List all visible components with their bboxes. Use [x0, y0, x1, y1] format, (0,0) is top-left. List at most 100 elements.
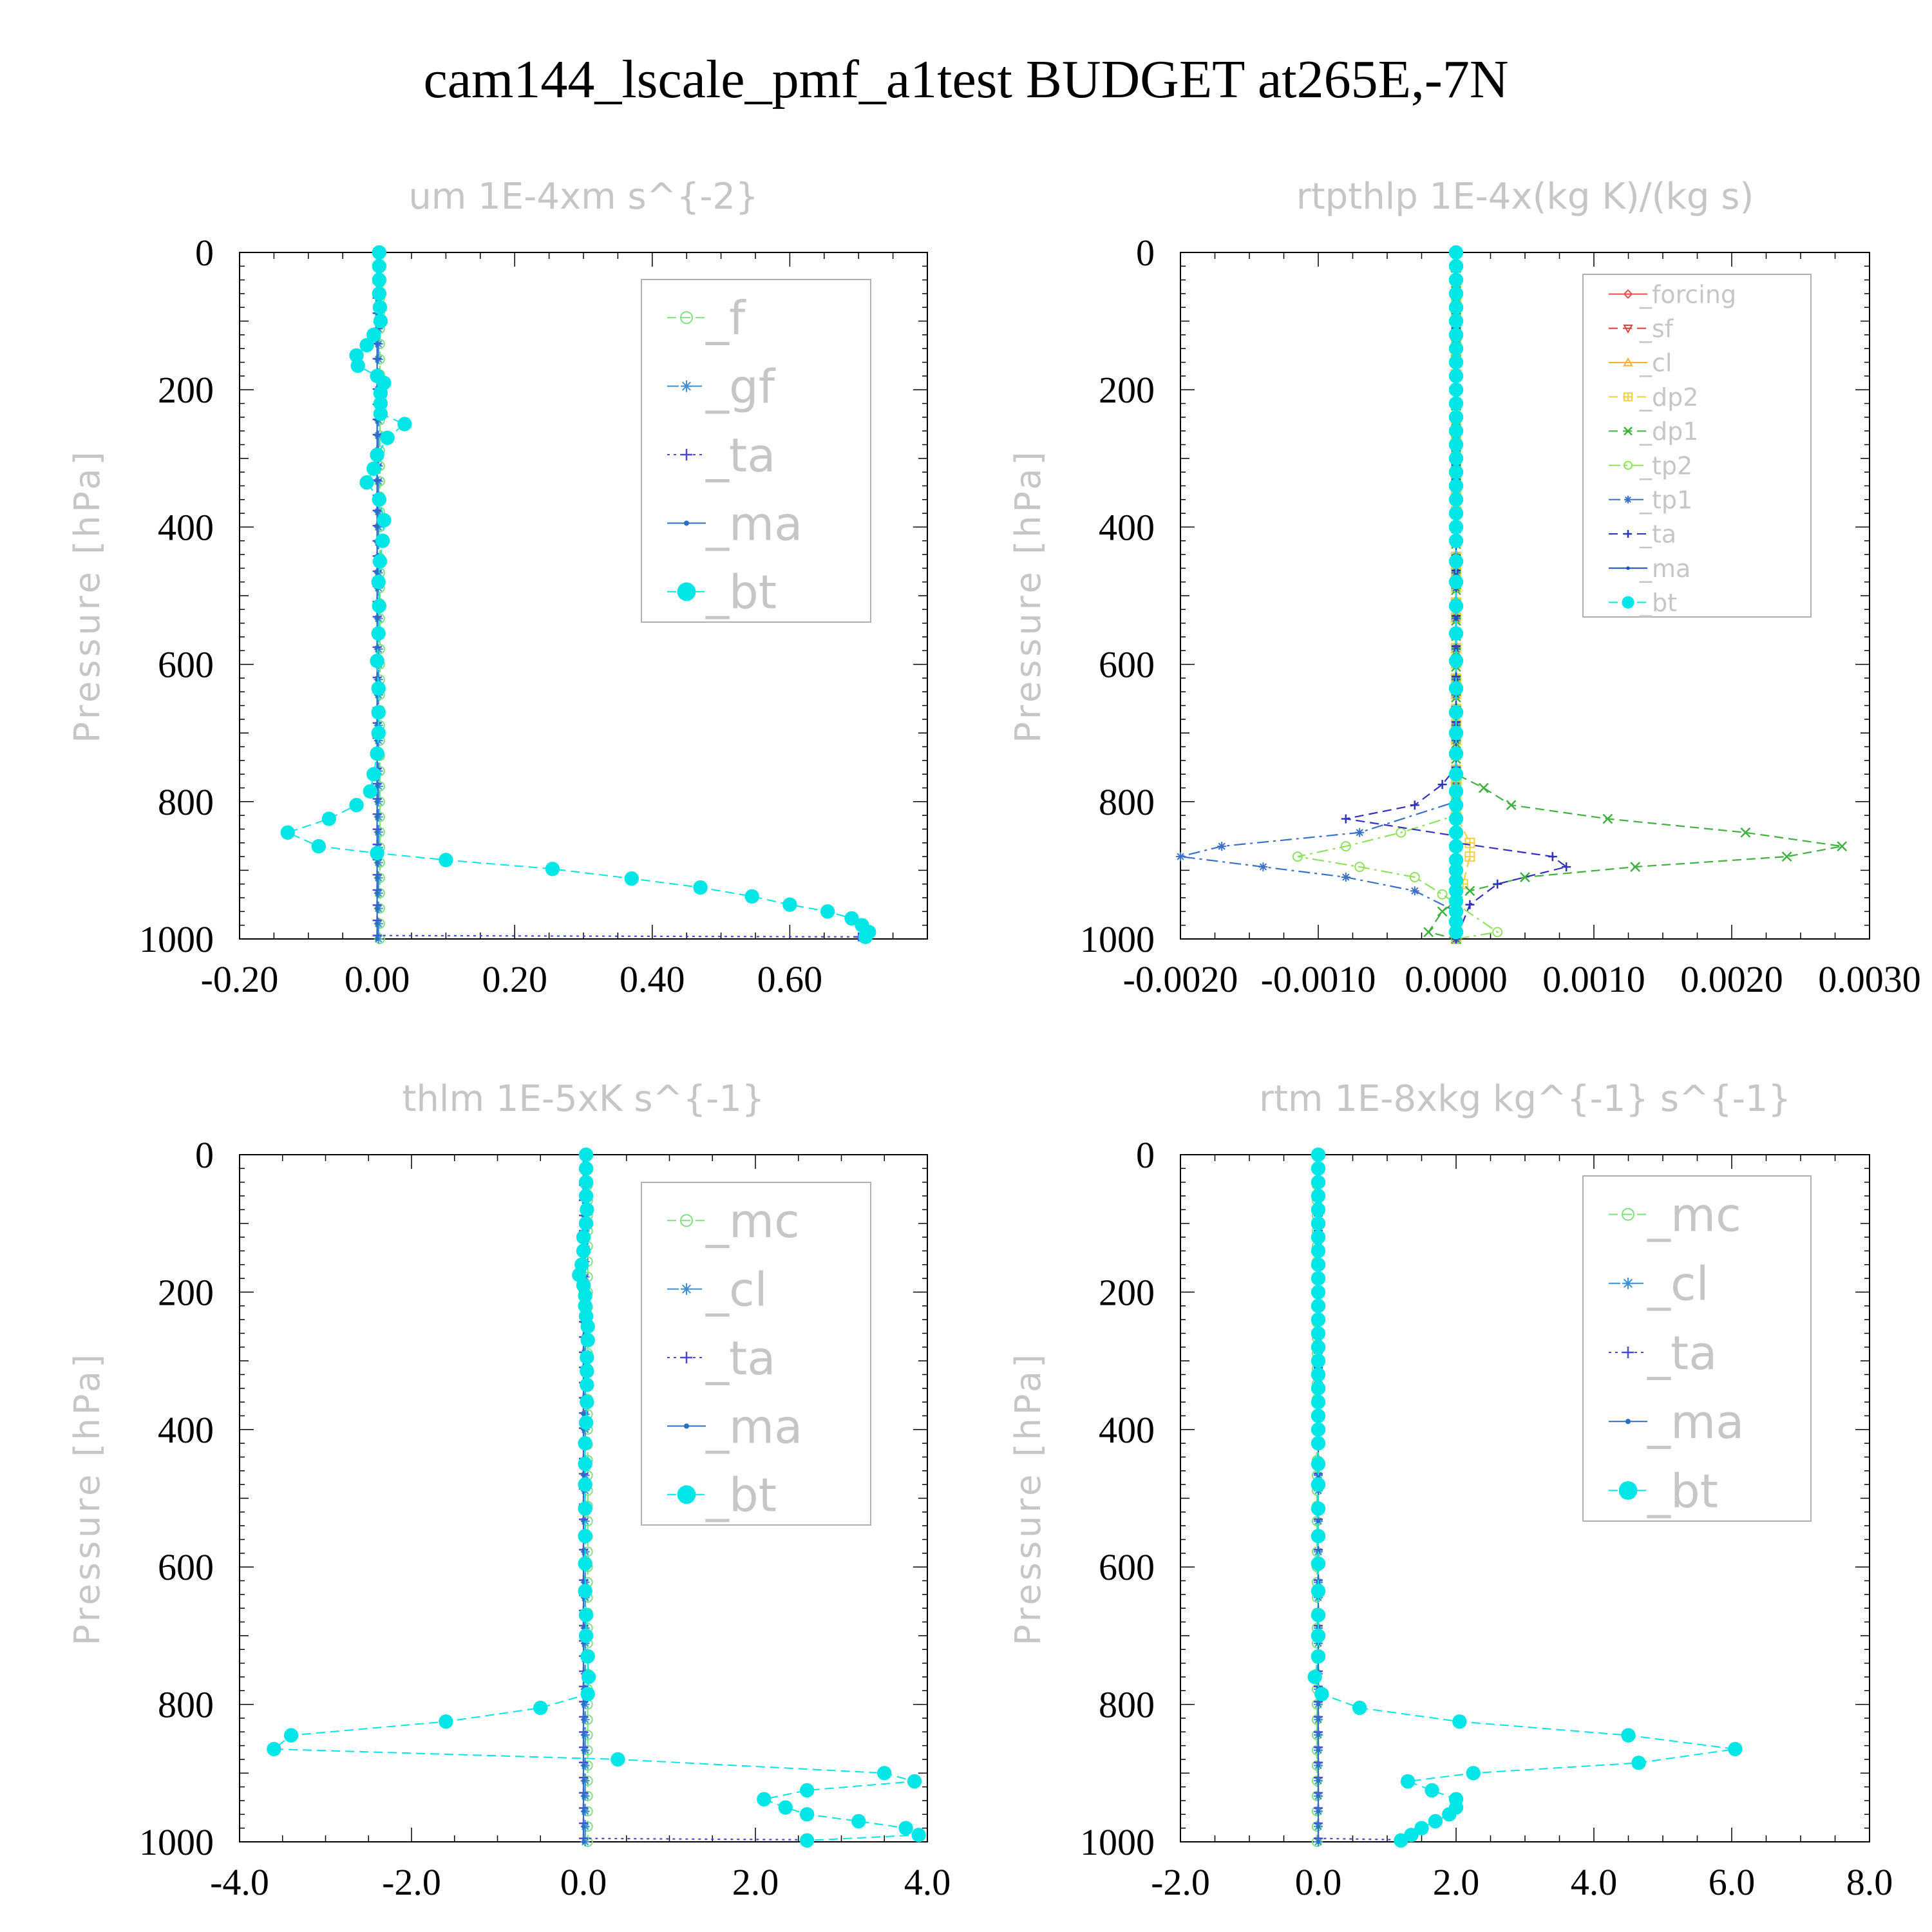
data-point	[580, 1687, 595, 1701]
data-point	[581, 1718, 586, 1722]
data-point	[576, 1244, 591, 1258]
data-point	[1837, 841, 1848, 851]
data-point	[693, 880, 708, 895]
legend-item: _mc	[667, 1194, 800, 1248]
series-line	[272, 1155, 922, 1841]
y-tick-label: 1000	[139, 918, 214, 960]
legend-item: _gf	[667, 360, 776, 414]
y-tick-label: 600	[1099, 1546, 1155, 1588]
data-point	[580, 1319, 595, 1334]
data-point	[1448, 746, 1464, 761]
y-axis-label: Pressure [hPa]	[67, 1351, 108, 1645]
data-point	[372, 286, 387, 301]
legend-item: _ta	[667, 1331, 775, 1385]
data-point	[545, 862, 560, 876]
data-point	[439, 1714, 453, 1729]
legend-marker	[1626, 566, 1630, 570]
y-tick-label: 200	[1099, 1271, 1155, 1313]
data-point	[1311, 1161, 1326, 1176]
legend-marker	[681, 449, 692, 460]
data-point	[1311, 1229, 1326, 1245]
data-point	[372, 259, 387, 274]
data-point	[1442, 1807, 1457, 1822]
data-point	[373, 406, 388, 421]
data-point	[375, 830, 379, 835]
series-ta	[372, 248, 864, 942]
data-point	[578, 1456, 592, 1472]
data-point	[1311, 1353, 1326, 1368]
data-point	[280, 825, 295, 840]
data-point	[1448, 873, 1464, 888]
data-point	[359, 475, 374, 490]
data-point	[1454, 647, 1459, 652]
data-point	[1292, 851, 1303, 862]
data-point	[371, 726, 386, 741]
data-point	[1448, 904, 1464, 919]
legend-marker	[683, 520, 690, 526]
data-point	[1311, 1456, 1326, 1472]
data-point	[375, 341, 379, 346]
data-point	[1562, 862, 1571, 872]
data-point	[1621, 1728, 1636, 1743]
data-point	[366, 327, 381, 343]
data-point	[578, 1584, 592, 1598]
data-point	[372, 300, 388, 315]
data-point	[370, 846, 384, 860]
figure-title: cam144_lscale_pmf_a1test BUDGET at265E,-…	[423, 50, 1509, 109]
data-point	[820, 904, 835, 919]
legend-label: _tp2	[1639, 451, 1692, 480]
y-tick-label: 400	[1099, 506, 1155, 548]
data-point	[321, 811, 337, 826]
data-point	[1448, 914, 1464, 929]
data-point	[578, 1556, 592, 1571]
x-tick-label: 0.20	[482, 958, 547, 1000]
y-tick-label: 800	[158, 1684, 214, 1726]
legend-item: _ta	[1609, 1326, 1717, 1380]
data-point	[1176, 852, 1185, 862]
chart-panel-2: rtpthlp 1E-4x(kg K)/(kg s) Pressure [hPa]…	[1008, 176, 1921, 1000]
y-tick-label: 200	[158, 369, 214, 411]
chart-panel-1: um 1E-4xm s^{-2} Pressure [hPa] 0 200 400 600…	[67, 176, 928, 1000]
series-dp1	[1423, 247, 1848, 944]
data-point	[1311, 1326, 1326, 1341]
x-tick-label: 0.60	[757, 958, 823, 1000]
data-point	[1437, 780, 1447, 790]
data-point	[372, 554, 388, 569]
legend-label: _bt	[1639, 589, 1677, 617]
legend-item: _ta	[667, 428, 775, 482]
legend-marker	[1624, 495, 1632, 504]
data-point	[1448, 300, 1464, 315]
data-point	[799, 1783, 815, 1798]
legend-marker	[681, 1283, 692, 1295]
data-point	[778, 1800, 793, 1815]
data-point	[371, 626, 386, 641]
legend-marker	[1623, 325, 1633, 334]
data-point	[375, 860, 379, 865]
data-point	[366, 461, 381, 476]
data-point	[744, 889, 759, 904]
legend-marker	[1623, 289, 1633, 299]
legend-marker	[1618, 1481, 1638, 1500]
legend-label: _ta	[1639, 520, 1676, 549]
legend-item: _cl	[667, 1263, 768, 1317]
y-tick-label: 0	[195, 232, 214, 274]
data-point	[898, 1821, 913, 1835]
data-point	[1448, 423, 1464, 439]
x-tick-label: 0.0030	[1818, 958, 1921, 1000]
series-line	[1317, 1155, 1401, 1841]
x-tick-label: 2.0	[732, 1861, 779, 1903]
legend-label: _ma	[705, 1399, 802, 1454]
data-point	[363, 784, 378, 799]
data-point	[1448, 533, 1464, 548]
data-point	[578, 1607, 594, 1623]
data-point	[611, 1752, 625, 1767]
data-point	[1311, 1394, 1326, 1410]
data-point	[1448, 811, 1464, 826]
data-point	[1311, 1175, 1326, 1189]
data-point	[581, 1580, 586, 1585]
data-point	[581, 1809, 586, 1814]
legend-item: _dp2	[1609, 383, 1698, 412]
data-point	[1448, 341, 1464, 356]
data-point	[907, 1774, 922, 1789]
data-point	[578, 1501, 592, 1516]
